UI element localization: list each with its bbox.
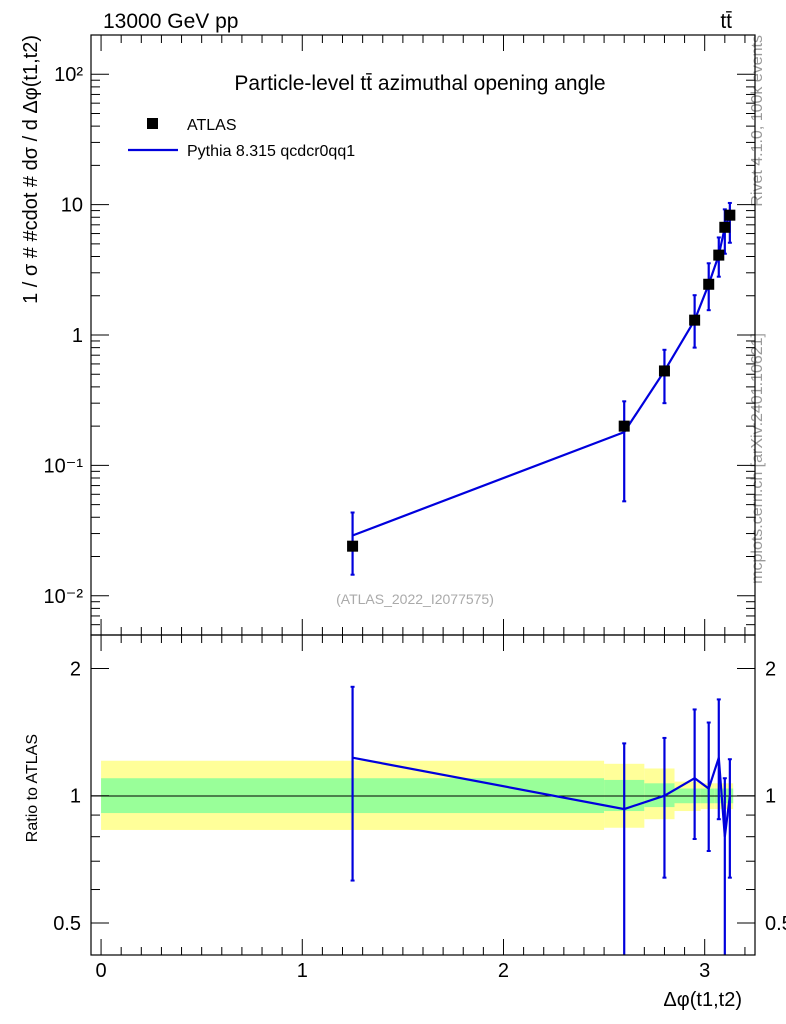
process-label: tt̄ <box>720 10 732 33</box>
x-tick-label: 3 <box>699 960 710 982</box>
x-tick-label: 0 <box>95 960 106 982</box>
main-panel: 10⁻² 10⁻¹ 1 10 10² Particle-level tt̄ azimut… <box>20 34 756 636</box>
ratio-band-green <box>644 783 675 808</box>
main-y-tick-label: 10² <box>54 64 83 86</box>
main-y-tick-label: 10⁻¹ <box>44 455 84 477</box>
atlas-data-point <box>703 278 715 290</box>
ratio-y-tick-labels: 0.5 0.5 1 1 2 2 <box>53 658 786 935</box>
legend: ATLAS Pythia 8.315 qcdcr0qq1 <box>128 117 355 160</box>
ratio-y-tick-label: 0.5 <box>53 913 81 935</box>
main-y-tick-labels: 10⁻² 10⁻¹ 1 10 10² <box>44 64 84 608</box>
rivet-label: Rivet 4.1.0, 100k events <box>749 35 766 207</box>
legend-pythia-label: Pythia 8.315 qcdcr0qq1 <box>187 143 355 160</box>
legend-atlas-label: ATLAS <box>187 117 237 134</box>
x-tick-labels: 0 1 2 3 <box>95 960 710 982</box>
ratio-series <box>350 685 732 955</box>
atlas-data-point <box>713 249 725 261</box>
main-y-tick-label: 10 <box>61 195 83 217</box>
main-ticks <box>91 34 755 636</box>
ratio-uncertainty-bands <box>101 760 734 830</box>
mcplots-label: mcplots.cern.ch [arXiv:2401.10621] <box>749 333 766 584</box>
energy-label: 13000 GeV pp <box>103 10 238 33</box>
atlas-data-point <box>724 209 736 221</box>
ratio-frame <box>90 634 756 956</box>
main-series <box>347 201 736 576</box>
chart-title: Particle-level tt̄ azimuthal opening ang… <box>234 72 605 95</box>
atlas-data-point <box>689 314 701 326</box>
pythia-line <box>352 214 731 537</box>
x-tick-label: 2 <box>498 960 509 982</box>
atlas-data-point <box>658 365 670 377</box>
atlas-data-point <box>618 420 630 432</box>
atlas-data-point <box>719 221 731 233</box>
ratio-y-tick-label-right: 0.5 <box>765 913 786 935</box>
analysis-watermark: (ATLAS_2022_I2077575) <box>336 591 494 607</box>
ratio-y-tick-label: 1 <box>70 786 81 808</box>
x-axis-label: Δφ(t1,t2) <box>663 989 742 1011</box>
ratio-y-tick-label-right: 1 <box>765 786 776 808</box>
atlas-data-point <box>347 540 359 552</box>
legend-atlas-marker <box>147 118 158 129</box>
main-y-axis-label: 1 / σ # #cdot # dσ / d Δφ(t1,t2) <box>20 35 42 304</box>
ratio-y-tick-label-right: 2 <box>765 658 776 680</box>
ratio-panel: 0.5 0.5 1 1 2 2 0 1 2 3 Ratio to ATLAS Δφ(t1,t2) <box>24 634 786 1011</box>
main-y-tick-label: 1 <box>72 325 83 347</box>
x-tick-label: 1 <box>297 960 308 982</box>
main-y-tick-label: 10⁻² <box>44 586 84 608</box>
ratio-y-axis-label: Ratio to ATLAS <box>24 734 41 842</box>
ratio-pythia-line <box>352 756 731 837</box>
ratio-ticks <box>91 635 755 955</box>
ratio-y-tick-label: 2 <box>70 658 81 680</box>
